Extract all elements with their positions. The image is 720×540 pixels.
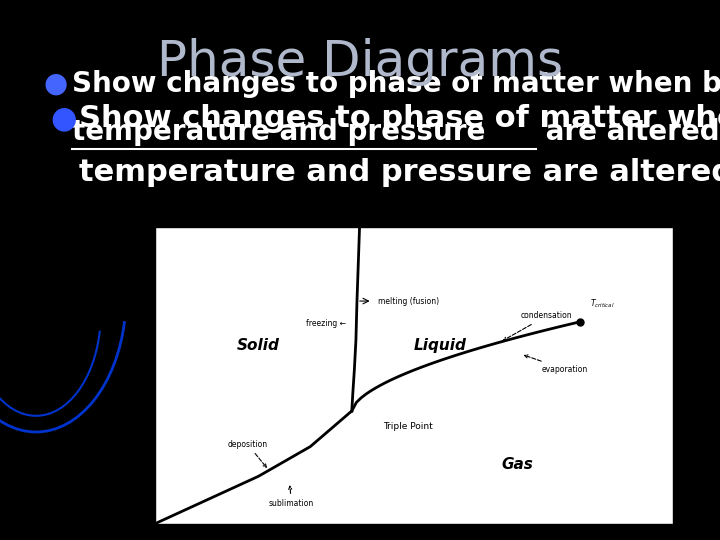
Text: temperature and pressure are altered: temperature and pressure are altered xyxy=(79,158,720,187)
Text: Show changes to phase of matter when both: Show changes to phase of matter when bot… xyxy=(72,70,720,98)
Text: Solid: Solid xyxy=(237,338,280,353)
Text: temperature and pressure: temperature and pressure xyxy=(72,118,485,146)
Text: Show changes to phase of matter when both: Show changes to phase of matter when bot… xyxy=(79,104,720,133)
Y-axis label: Pressure (kPa): Pressure (kPa) xyxy=(123,335,133,415)
Title: State of Matter Phase Diagram: State of Matter Phase Diagram xyxy=(317,211,511,224)
Text: are altered: are altered xyxy=(536,118,720,146)
Text: freezing ←: freezing ← xyxy=(305,319,346,328)
Text: Triple Point: Triple Point xyxy=(383,422,433,431)
Text: $T_{critical}$: $T_{critical}$ xyxy=(590,298,615,310)
Text: Liquid: Liquid xyxy=(413,338,467,353)
Text: evaporation: evaporation xyxy=(525,355,588,374)
Text: sublimation: sublimation xyxy=(269,486,314,508)
Text: ●: ● xyxy=(50,104,77,133)
Text: ●: ● xyxy=(43,70,68,98)
Text: Phase Diagrams: Phase Diagrams xyxy=(157,38,563,86)
Text: Gas: Gas xyxy=(502,457,534,472)
Text: melting (fusion): melting (fusion) xyxy=(378,296,438,306)
Text: deposition: deposition xyxy=(228,440,268,467)
Text: condensation: condensation xyxy=(503,312,572,340)
